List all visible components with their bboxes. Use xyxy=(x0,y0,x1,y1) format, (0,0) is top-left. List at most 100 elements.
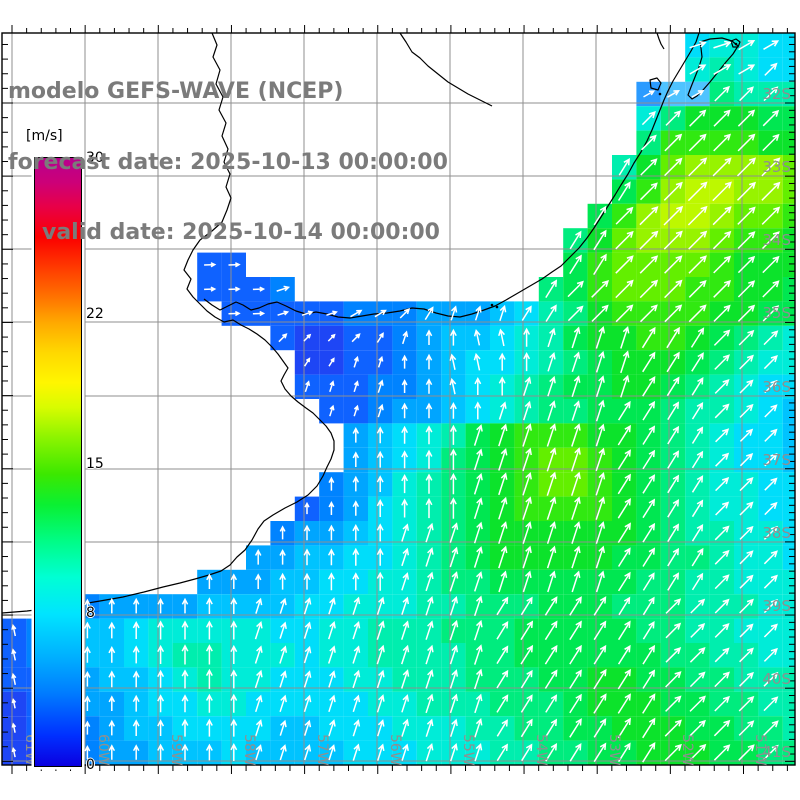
wind-arrow xyxy=(376,719,385,737)
wind-arrow xyxy=(181,620,189,640)
wind-arrow xyxy=(132,670,140,688)
wind-arrow xyxy=(279,744,287,761)
wind-arrow xyxy=(618,157,630,176)
wind-arrow xyxy=(279,694,287,713)
wind-arrow xyxy=(712,157,732,177)
wind-arrow xyxy=(715,477,730,492)
wind-arrow xyxy=(352,451,360,467)
wind-arrow xyxy=(401,425,409,444)
wind-arrow xyxy=(449,497,457,519)
wind-arrow xyxy=(376,743,385,761)
wind-arrow xyxy=(328,500,335,515)
lon-label: 51W xyxy=(752,734,768,766)
wind-arrow xyxy=(738,64,756,75)
wind-arrow xyxy=(352,500,360,516)
wind-arrow xyxy=(425,522,434,543)
wind-arrow xyxy=(639,279,659,299)
lat-label: 38S xyxy=(762,524,791,542)
wind-arrow xyxy=(691,352,704,372)
wind-arrow xyxy=(523,327,531,347)
wind-arrow xyxy=(425,620,434,640)
wind-arrow xyxy=(523,351,531,372)
wind-arrow xyxy=(666,351,680,373)
wind-arrow xyxy=(591,304,609,322)
wind-arrow xyxy=(691,475,704,493)
wind-arrow xyxy=(663,230,683,250)
wind-arrow xyxy=(689,743,707,762)
wind-arrow xyxy=(763,744,779,761)
lon-label: 53W xyxy=(606,734,622,766)
wind-arrow xyxy=(689,647,706,663)
wind-arrow xyxy=(254,573,262,589)
wind-arrow xyxy=(595,399,605,422)
wind-arrow xyxy=(474,401,482,420)
wind-arrow xyxy=(569,620,582,641)
wind-arrow xyxy=(473,571,483,592)
wind-arrow xyxy=(474,305,482,321)
wind-arrow xyxy=(567,305,584,322)
wind-arrow xyxy=(737,133,756,152)
wind-arrow xyxy=(736,157,757,177)
wind-arrow xyxy=(181,669,189,689)
wind-arrow xyxy=(303,357,311,367)
wind-arrow xyxy=(667,499,680,518)
wind-arrow xyxy=(401,523,410,542)
lat-label: 36S xyxy=(762,378,791,396)
wind-arrow xyxy=(665,110,682,126)
wind-arrow xyxy=(715,501,730,516)
wind-arrow xyxy=(108,695,116,711)
colorbar-tick-label: 22 xyxy=(86,306,104,322)
coastline xyxy=(1,32,741,614)
wind-arrow xyxy=(547,327,556,348)
wind-arrow xyxy=(132,620,140,639)
wind-arrow xyxy=(376,644,385,665)
wind-arrow xyxy=(181,718,189,737)
wind-arrow xyxy=(687,181,708,202)
wind-arrow xyxy=(691,499,704,518)
colorbar-tick-label: 15 xyxy=(86,456,104,472)
wind-arrow xyxy=(642,547,656,567)
forecast-date: forecast date: 2025-10-13 00:00:00 xyxy=(8,149,448,175)
wind-arrow xyxy=(739,477,754,492)
wind-cell xyxy=(782,716,795,741)
wind-arrow xyxy=(642,498,656,519)
wind-arrow xyxy=(593,718,607,738)
wind-arrow xyxy=(252,286,266,292)
wind-arrow xyxy=(762,280,780,298)
wind-arrow xyxy=(571,326,581,349)
wind-arrow xyxy=(425,669,434,689)
wind-arrow xyxy=(473,595,483,617)
wind-arrow xyxy=(352,572,360,591)
wind-arrow xyxy=(157,669,165,688)
wind-arrow xyxy=(498,401,507,420)
wind-arrow xyxy=(739,525,754,540)
wind-arrow xyxy=(352,620,361,640)
wind-arrow xyxy=(571,423,581,447)
wind-arrow xyxy=(521,305,532,321)
title-block: modelo GEFS-WAVE (NCEP) forecast date: 2… xyxy=(8,33,448,292)
wind-arrow xyxy=(688,230,708,250)
wind-arrow xyxy=(690,623,706,638)
wind-arrow xyxy=(666,326,680,349)
wind-arrow xyxy=(277,310,290,316)
wind-arrow xyxy=(664,133,683,152)
wind-arrow xyxy=(544,596,558,616)
wind-arrow xyxy=(425,547,434,567)
wind-arrow xyxy=(639,255,659,274)
wind-arrow xyxy=(617,400,631,421)
wind-arrow xyxy=(329,380,335,393)
wind-arrow xyxy=(545,743,558,762)
wind-arrow xyxy=(157,597,164,614)
wind-arrow xyxy=(278,333,288,343)
wind-arrow xyxy=(617,473,631,495)
wind-arrow xyxy=(377,355,384,368)
wind-arrow xyxy=(132,719,140,736)
wind-arrow xyxy=(303,694,312,713)
wind-arrow xyxy=(254,694,263,713)
wind-arrow xyxy=(352,694,361,713)
wind-arrow xyxy=(301,310,314,316)
wind-arrow xyxy=(376,620,385,640)
wind-arrow xyxy=(762,133,780,152)
wind-arrow xyxy=(254,620,263,640)
